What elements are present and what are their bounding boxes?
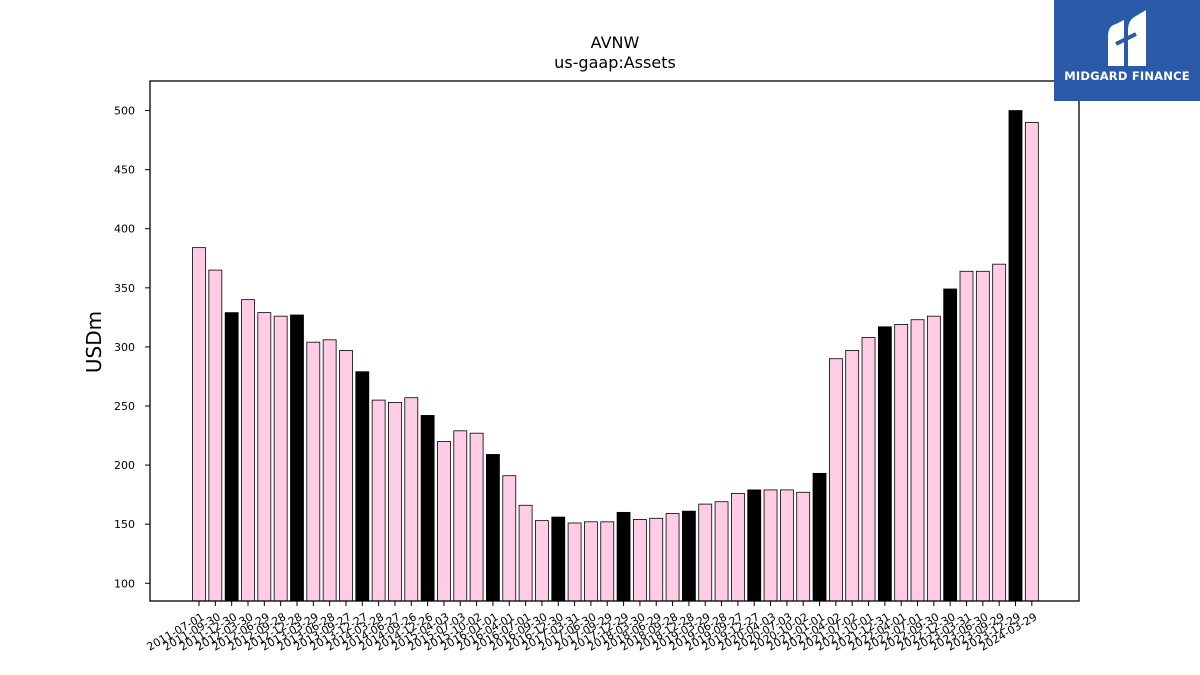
bars xyxy=(192,110,1039,602)
bar xyxy=(257,312,272,602)
bar xyxy=(437,441,451,602)
y-tick-label: 250 xyxy=(114,400,135,413)
brand-name: MIDGARD FINANCE xyxy=(1064,69,1190,83)
bar xyxy=(486,454,500,602)
y-axis-label: USDm xyxy=(82,311,106,373)
bar xyxy=(567,522,582,602)
bar xyxy=(469,432,484,602)
bar xyxy=(420,415,435,602)
bar xyxy=(959,270,974,602)
bar xyxy=(845,350,860,602)
y-tick-label: 300 xyxy=(114,341,135,354)
bar xyxy=(208,269,223,602)
bar xyxy=(273,315,288,602)
bar xyxy=(975,270,990,602)
bar xyxy=(502,475,517,602)
y-tick-label: 200 xyxy=(114,459,135,472)
y-tick-label: 400 xyxy=(114,223,135,236)
bar xyxy=(812,472,827,602)
bar xyxy=(388,402,402,602)
bar xyxy=(779,489,794,602)
brand-logo: MIDGARD FINANCE xyxy=(1054,0,1200,101)
bar xyxy=(682,510,696,602)
bar xyxy=(600,521,615,602)
y-tick-label: 150 xyxy=(114,518,135,531)
y-axis: 100 150 200 250 300 350 400 450 500 xyxy=(114,105,150,590)
bar xyxy=(828,358,843,602)
bar xyxy=(910,319,925,602)
bar xyxy=(339,350,353,602)
bar xyxy=(535,520,549,602)
bar xyxy=(404,397,419,602)
bar xyxy=(992,263,1007,602)
bar xyxy=(322,339,337,602)
bar xyxy=(763,489,778,602)
bar xyxy=(698,503,713,602)
bar xyxy=(633,519,647,602)
y-tick-label: 350 xyxy=(114,282,135,295)
bar xyxy=(894,324,909,602)
bar xyxy=(714,501,729,602)
bar xyxy=(943,288,958,602)
bar xyxy=(877,326,892,602)
bar xyxy=(241,299,255,602)
bar xyxy=(306,341,321,602)
bar xyxy=(453,430,468,602)
y-tick-label: 450 xyxy=(114,164,135,177)
midgard-logo-icon xyxy=(1108,10,1146,66)
bar xyxy=(747,489,762,602)
bar xyxy=(371,399,386,602)
bar xyxy=(1008,110,1023,602)
bar xyxy=(616,511,631,602)
bar xyxy=(551,516,566,602)
bar xyxy=(290,314,304,602)
chart-title: AVNW xyxy=(591,33,640,52)
bar xyxy=(192,247,206,602)
y-tick-label: 500 xyxy=(114,105,135,118)
bar xyxy=(926,315,941,602)
bar xyxy=(355,371,370,602)
bar xyxy=(518,504,533,602)
y-tick-label: 100 xyxy=(114,577,135,590)
x-axis: 2011-07-012011-09-302011-12-302012-03-30… xyxy=(145,601,1039,654)
bar xyxy=(796,491,811,602)
bar xyxy=(665,513,680,602)
bar xyxy=(584,521,598,602)
bar xyxy=(861,337,876,602)
bar xyxy=(224,312,239,602)
bar xyxy=(1024,121,1039,602)
plot-frame xyxy=(149,80,1080,602)
bar xyxy=(649,517,664,602)
chart-subtitle: us-gaap:Assets xyxy=(554,53,676,72)
bar xyxy=(730,493,745,602)
